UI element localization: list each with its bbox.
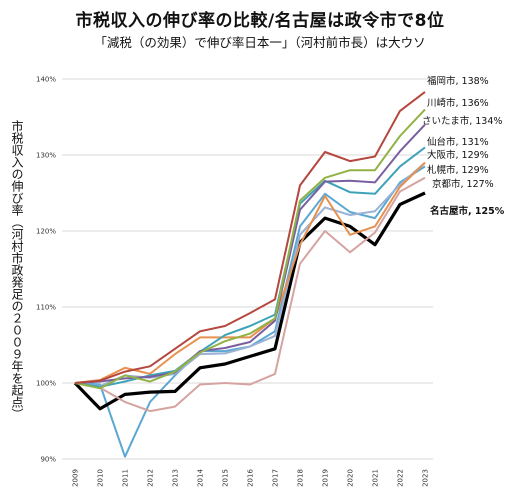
series-labels: 福岡市, 138% 川崎市, 136% さいたま市, 134% 仙台市, 131%大阪… [422, 75, 505, 217]
series-label: さいたま市, 134% [422, 115, 502, 127]
series-line [74, 108, 426, 390]
x-tick-label: 2021 [372, 469, 380, 487]
x-tick-label: 2017 [272, 469, 280, 487]
x-tick-label: 2014 [197, 469, 205, 487]
x-tick-label: 2015 [222, 469, 230, 487]
y-tick-label: 90% [40, 456, 56, 464]
x-tick-label: 2020 [347, 469, 355, 487]
x-tick-label: 2018 [297, 469, 305, 487]
x-tick-label: 2010 [97, 469, 105, 487]
series-label: 京都市, 127% [432, 178, 494, 190]
y-tick-label: 110% [36, 304, 56, 312]
series-label: 大阪市, 129% [427, 149, 489, 161]
y-tick-label: 120% [36, 228, 56, 236]
x-tick-label: 2013 [172, 469, 180, 487]
grid-lines [62, 78, 433, 460]
series-line [74, 161, 426, 384]
chart-title: 市税収入の伸び率の比較/名古屋は政令市で8位 [75, 11, 445, 31]
y-tick-label: 130% [36, 152, 56, 160]
x-tick-label: 2011 [122, 469, 130, 487]
x-tick-label: 2023 [422, 469, 430, 487]
series-label: 川崎市, 136% [427, 97, 489, 109]
series-line [74, 146, 426, 388]
y-tick-label: 100% [36, 380, 56, 388]
y-tick-labels: 90% 100% 110% 120% 130% 140% [36, 76, 56, 464]
series-label: 札幌市, 129% [427, 164, 489, 176]
x-tick-label: 2019 [322, 469, 330, 487]
x-tick-label: 2022 [397, 469, 405, 487]
y-tick-label: 140% [36, 76, 56, 84]
series-line [74, 91, 426, 384]
series-label: 名古屋市, 125% [430, 205, 505, 217]
x-tick-labels: 2009 2010 2011 2012 2013 2014 2015 2016 2017 2018… [72, 469, 430, 487]
x-tick-label: 2016 [247, 469, 255, 487]
x-tick-label: 2012 [147, 469, 155, 487]
series-line [74, 161, 426, 387]
series-lines [73, 91, 426, 458]
series-line [74, 165, 426, 458]
chart-subtitle: 「減税（の効果）で伸び率日本一」（河村前市長）は大ウソ [94, 35, 426, 50]
y-axis-label: 市税収入の伸び率（河村市政発足の２００９年を起点） [10, 120, 24, 420]
series-label: 仙台市, 131% [427, 136, 489, 148]
series-line [74, 123, 426, 384]
series-line [74, 176, 426, 413]
series-label: 福岡市, 138% [427, 75, 489, 87]
x-tick-label: 2009 [72, 469, 80, 487]
